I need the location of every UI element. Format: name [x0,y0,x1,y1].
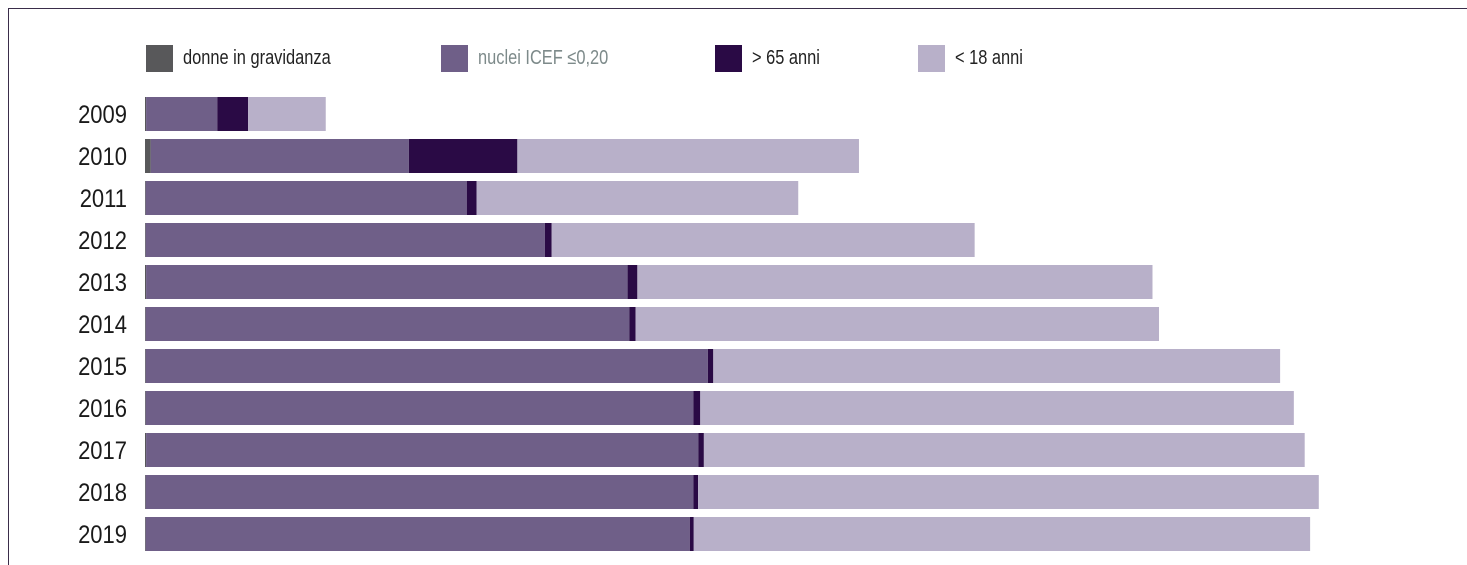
legend-label-icef: nuclei ICEF ≤0,20 [478,46,609,69]
bar-2013-over65 [627,265,638,299]
bar-2018-icef [145,475,694,509]
bar-2010-over65 [408,139,518,173]
bar-2017-under18 [703,433,1305,467]
bar-2019-under18 [693,517,1311,551]
bar-2017-pregnant [145,433,147,467]
bar-2013-icef [146,265,628,299]
y-tick-label-2018: 2018 [78,479,127,507]
bar-2019-pregnant [145,517,146,551]
bar-2011-under18 [476,181,799,215]
bar-2019-over65 [689,517,694,551]
bar-2012-pregnant [145,223,146,257]
bar-2014-under18 [635,307,1160,341]
bar-2012-under18 [551,223,975,257]
legend-swatch-under18 [918,44,945,72]
bar-2014-over65 [629,307,636,341]
y-tick-label-2009: 2009 [78,101,127,129]
bar-2010-pregnant [145,139,151,173]
legend-swatch-over65 [715,44,742,72]
legend-label-over65: > 65 anni [752,46,820,69]
legend-item-over65: > 65 anni [715,44,835,72]
bar-2013-under18 [637,265,1153,299]
bar-2009-icef [146,97,218,131]
bar-2009-pregnant [145,97,147,131]
y-tick-label-2017: 2017 [78,437,127,465]
bar-2017-icef [146,433,699,467]
bar-2012-over65 [544,223,552,257]
bar-2018-pregnant [145,475,146,509]
bar-2018-over65 [693,475,699,509]
bar-2017-over65 [698,433,704,467]
bar-2011-over65 [466,181,477,215]
bar-2019-icef [145,517,690,551]
legend-item-pregnant: donne in gravidanza [146,44,363,72]
bar-2015-icef [145,349,708,383]
bar-2012-icef [145,223,545,257]
legend-item-under18: < 18 anni [918,44,1038,72]
legend-swatch-icef [441,44,468,72]
bar-2011-icef [145,181,467,215]
bar-2014-icef [145,307,630,341]
bar-2016-under18 [700,391,1294,425]
y-tick-label-2011: 2011 [80,185,127,213]
legend-swatch-pregnant [146,44,173,72]
bar-2016-over65 [693,391,701,425]
y-tick-label-2013: 2013 [78,269,127,297]
bar-2015-pregnant [145,349,146,383]
y-tick-label-2012: 2012 [78,227,127,255]
bar-2009-under18 [248,97,326,131]
y-tick-label-2014: 2014 [78,311,127,339]
bar-2013-pregnant [145,265,147,299]
y-tick-label-2010: 2010 [78,143,127,171]
legend-label-under18: < 18 anni [955,46,1023,69]
bar-2010-under18 [517,139,859,173]
legend-item-icef: nuclei ICEF ≤0,20 [441,44,637,72]
chart-frame [8,8,1467,565]
legend-label-pregnant: donne in gravidanza [183,46,331,69]
bar-2010-icef [150,139,409,173]
bar-2015-over65 [707,349,714,383]
bar-2014-pregnant [145,307,146,341]
y-tick-label-2015: 2015 [78,353,127,381]
y-tick-label-2019: 2019 [78,521,127,549]
bar-2015-under18 [713,349,1281,383]
bar-2018-under18 [698,475,1319,509]
bar-2011-pregnant [145,181,146,215]
bar-2016-icef [145,391,694,425]
y-tick-label-2016: 2016 [78,395,127,423]
bar-2009-over65 [217,97,249,131]
bar-2016-pregnant [145,391,146,425]
